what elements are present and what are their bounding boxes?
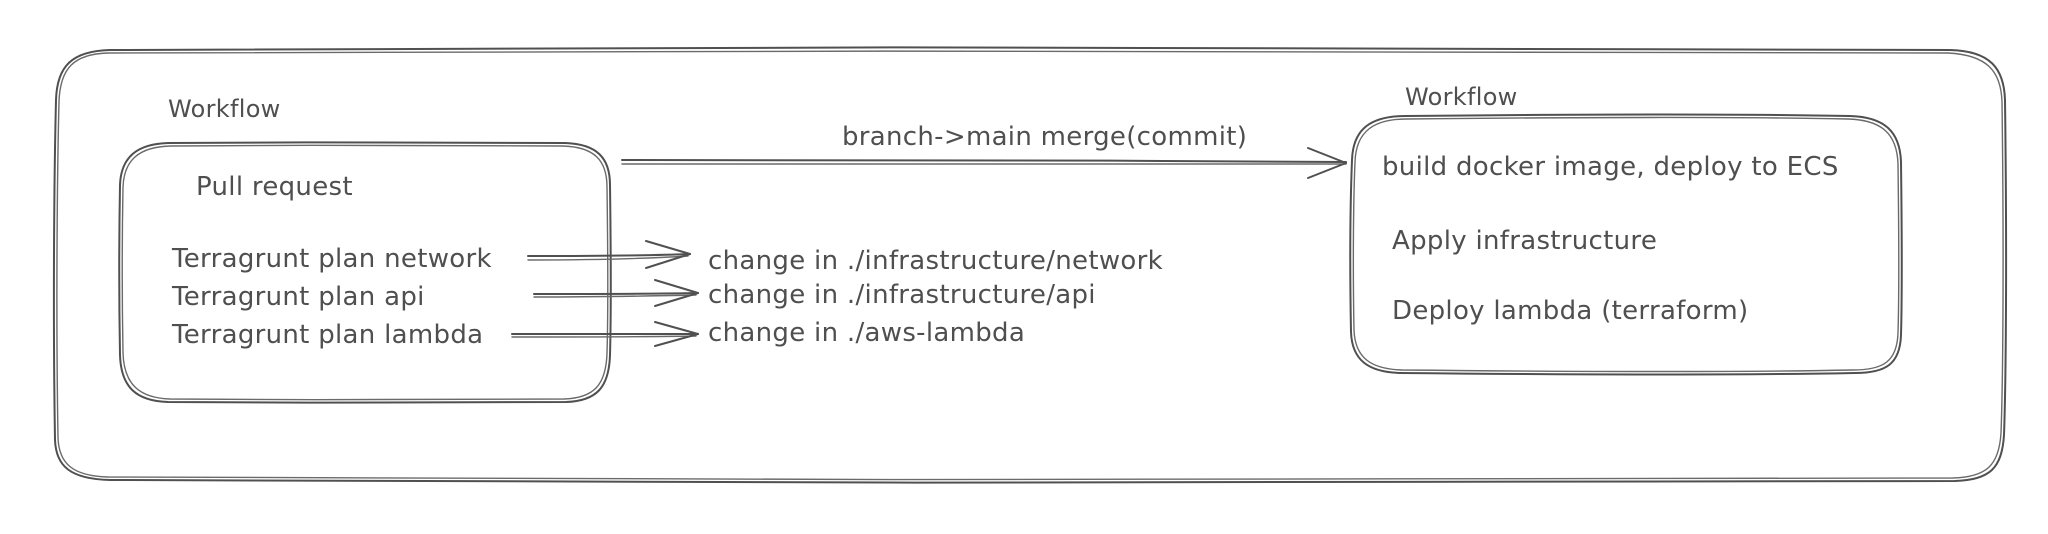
pull-request-title: Pull request	[196, 172, 353, 202]
pull-request-box	[118, 141, 612, 404]
plan-item-api: Terragrunt plan api	[172, 282, 425, 312]
change-lambda: change in ./aws-lambda	[708, 318, 1026, 348]
merge-arrow	[621, 147, 1347, 179]
lambda-plan-arrow	[511, 321, 699, 347]
plan-item-lambda: Terragrunt plan lambda	[172, 320, 484, 350]
deploy-box	[1349, 113, 1903, 376]
pull-request-box-sketch	[121, 144, 609, 401]
deploy-item-docker: build docker image, deploy to ECS	[1382, 152, 1839, 182]
deploy-box-sketch	[1352, 116, 1900, 373]
outer-workflow-box	[52, 46, 2008, 484]
change-network: change in ./infrastructure/network	[708, 246, 1163, 276]
plan-item-network: Terragrunt plan network	[172, 244, 492, 274]
left-workflow-label: Workflow	[168, 95, 281, 123]
deploy-item-infrastructure: Apply infrastructure	[1392, 226, 1658, 256]
change-api: change in ./infrastructure/api	[708, 280, 1096, 310]
api-plan-arrow	[533, 279, 699, 307]
right-workflow-label: Workflow	[1405, 83, 1518, 111]
merge-label: branch->main merge(commit)	[842, 122, 1248, 152]
network-plan-arrow	[527, 240, 691, 269]
outer-workflow-box-sketch	[56, 50, 2004, 481]
deploy-item-lambda: Deploy lambda (terraform)	[1392, 296, 1749, 326]
